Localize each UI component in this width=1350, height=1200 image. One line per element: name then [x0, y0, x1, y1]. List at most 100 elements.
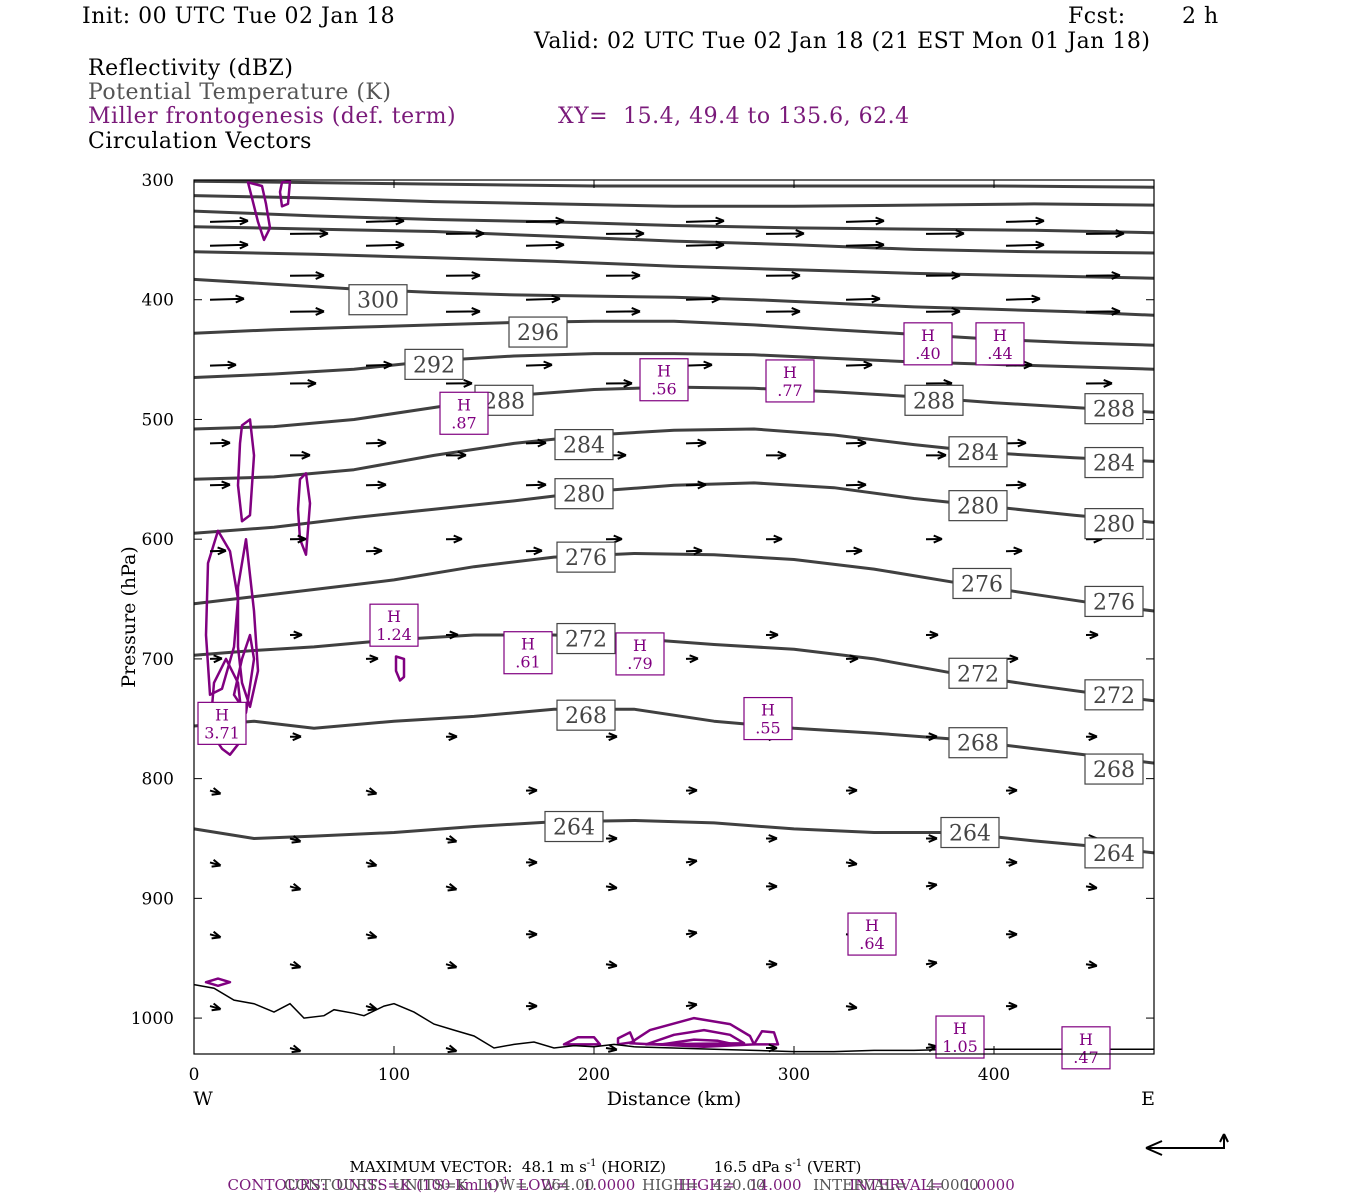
frontogenesis-max-h: H — [993, 326, 1007, 345]
frontogenesis-max-box — [615, 632, 665, 676]
x-tick-label: 400 — [978, 1065, 1010, 1085]
circulation-vector — [685, 786, 698, 795]
circulation-vector — [605, 229, 645, 239]
circulation-vector — [209, 787, 222, 796]
frontogenesis-max-box — [439, 391, 489, 435]
circulation-vector — [685, 857, 698, 867]
circulation-vector — [526, 857, 538, 867]
frontogenesis-max-h: H — [215, 705, 229, 724]
isentrope-label: 276 — [961, 572, 1003, 597]
frontogenesis-contour — [204, 529, 240, 697]
circulation-vector — [209, 546, 227, 556]
isentrope-label-box — [952, 567, 1012, 600]
circulation-vector — [445, 271, 481, 280]
circulation-vector — [765, 271, 801, 280]
circulation-vector — [365, 480, 387, 490]
isentrope-label-box — [1084, 837, 1144, 869]
frontogenesis-max-box — [975, 322, 1025, 366]
frontogenesis-maxima-layer: H1.24H.87H.56H.77H.40H.44H.61H.79H.55H3.… — [197, 322, 1111, 1070]
x-tick-label: 200 — [578, 1065, 610, 1085]
circulation-vector — [845, 294, 881, 304]
frontogenesis-max-box — [743, 696, 793, 741]
y-tick-label: 600 — [142, 530, 174, 550]
isentrope-label: 280 — [563, 483, 605, 508]
frontogenesis-max-h: H — [865, 916, 879, 935]
circulation-vector — [445, 883, 458, 892]
x-tick-label: 300 — [778, 1065, 810, 1085]
circulation-vector — [289, 306, 325, 316]
isentrope-label: 268 — [957, 732, 999, 757]
circulation-vector — [209, 859, 222, 868]
circulation-vector — [209, 654, 223, 664]
isentrope-label-box — [554, 478, 614, 510]
isentrope-label: 272 — [1093, 684, 1135, 709]
circulation-vector — [685, 216, 725, 226]
isentrope-264 — [193, 819, 1155, 855]
isentrope-308 — [193, 225, 1155, 255]
circulation-vector — [289, 630, 303, 640]
isentrope-label: 264 — [949, 822, 991, 847]
plot-frame — [193, 179, 1155, 1055]
isentrope-label-box — [904, 384, 964, 416]
circulation-vector — [1085, 960, 1098, 970]
circulation-vector — [1006, 857, 1018, 867]
circulation-vector — [525, 480, 547, 490]
frontogenesis-max-h: H — [761, 701, 775, 720]
isentrope-label-box — [948, 657, 1008, 689]
circulation-vector — [365, 360, 393, 370]
frontogenesis-max-value: .79 — [627, 654, 652, 673]
frontogenesis-max-value: 1.24 — [376, 625, 412, 644]
y-tick-label: 400 — [142, 291, 174, 311]
isentrope-276 — [193, 552, 1155, 613]
isentrope-label-box — [948, 727, 1008, 759]
frontogenesis-contour — [236, 418, 256, 523]
x-axis-title: Distance (km) — [607, 1088, 742, 1110]
circulation-vector — [445, 835, 458, 844]
circulation-vector — [1085, 271, 1121, 280]
frontogenesis-contour — [394, 655, 406, 682]
circulation-vector — [1005, 546, 1023, 556]
isentrope-label-box — [1084, 393, 1144, 425]
circulation-vector — [845, 360, 873, 370]
isentropes-layer — [193, 179, 1155, 855]
isentrope-label: 284 — [1093, 452, 1135, 477]
circulation-vector — [445, 534, 463, 544]
isentrope-label-box — [508, 316, 568, 348]
circulation-vector — [289, 835, 302, 844]
terrain-line — [193, 983, 1154, 1053]
circulation-vector — [445, 732, 458, 742]
circulation-vector — [845, 858, 858, 868]
circulation-vector — [605, 834, 618, 843]
circulation-vector — [1085, 630, 1099, 640]
circulation-vector — [765, 534, 783, 544]
circulation-vector — [365, 859, 378, 868]
isentrope-label-box — [556, 699, 616, 731]
circulation-vector — [209, 216, 249, 226]
forecast-label: Fcst: — [1068, 4, 1126, 29]
isentrope-label-box — [544, 810, 604, 843]
frontogenesis-max-box — [197, 701, 247, 745]
frontogenesis-max-box — [903, 322, 953, 366]
circulation-vector — [445, 630, 459, 640]
frontogenesis-contour-info: CONTOURS: UNITS=K (100 km h)-1 LOW= 1.00… — [227, 1176, 1015, 1194]
circulation-vector — [685, 294, 721, 304]
isentrope-label-box — [1084, 446, 1144, 479]
circulation-vector — [925, 881, 938, 891]
circulation-vector — [925, 306, 961, 316]
frontogenesis-max-value: .40 — [915, 344, 940, 363]
isentrope-300 — [193, 277, 1155, 317]
circulation-vector — [445, 1044, 458, 1054]
circulation-vector — [685, 438, 707, 448]
circulation-vector — [445, 960, 458, 970]
circulation-vector — [925, 534, 943, 544]
circulation-vector — [209, 930, 222, 940]
forecast-hour: 2 h — [1182, 4, 1219, 29]
circulation-vector — [526, 1001, 538, 1011]
circulation-vector — [525, 360, 553, 370]
circulation-vector — [289, 732, 302, 742]
circulation-vector — [685, 929, 698, 939]
isentrope-268 — [193, 707, 1155, 765]
circulation-vector — [525, 294, 561, 304]
circulation-vector — [605, 882, 618, 892]
